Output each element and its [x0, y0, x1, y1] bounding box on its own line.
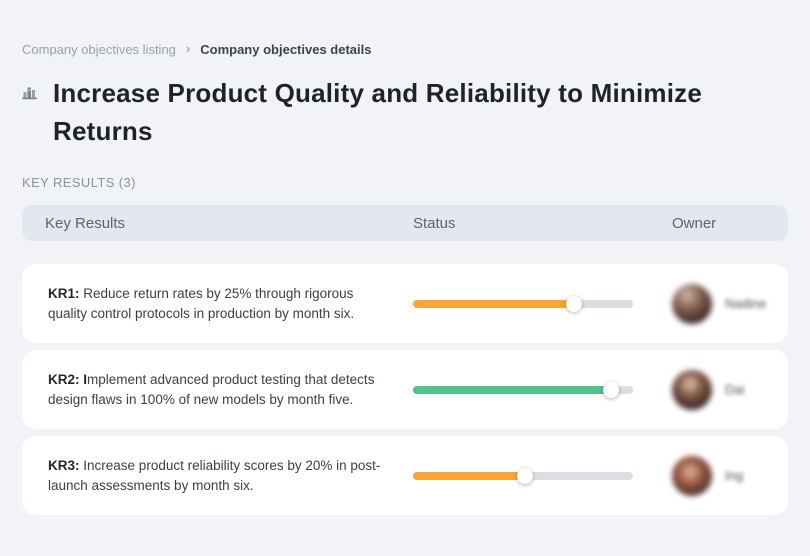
status-cell — [413, 381, 672, 398]
owner-avatar — [672, 369, 712, 410]
key-results-list: KR1: Reduce return rates by 25% through … — [22, 264, 788, 515]
progress-slider[interactable] — [413, 381, 633, 398]
owner-avatar — [672, 283, 712, 324]
key-result-text: KR1: Reduce return rates by 25% through … — [48, 285, 355, 321]
owner-cell: Nadine — [672, 283, 788, 324]
progress-fill — [413, 299, 574, 308]
status-cell — [413, 295, 672, 312]
owner-name: Nadine — [725, 296, 767, 311]
slider-knob[interactable] — [603, 381, 619, 398]
owner-name: Ing — [725, 468, 744, 483]
key-result-text: KR3: Increase product reliability scores… — [48, 457, 381, 493]
progress-slider[interactable] — [413, 295, 633, 312]
breadcrumb: Company objectives listing › Company obj… — [22, 41, 788, 57]
key-result-text: KR2: Implement advanced product testing … — [48, 371, 375, 407]
progress-slider[interactable] — [413, 467, 633, 484]
key-results-section-label: KEY RESULTS (3) — [22, 175, 136, 190]
column-header-key-results: Key Results — [45, 214, 126, 232]
progress-fill — [413, 385, 611, 394]
page-title: Increase Product Quality and Reliability… — [53, 78, 702, 146]
owner-cell: Ing — [672, 455, 788, 496]
bar-chart-buildings-icon — [22, 84, 39, 106]
key-result-row-kr2[interactable]: KR2: Implement advanced product testing … — [22, 350, 788, 429]
column-header-status: Status — [413, 214, 456, 232]
objective-title-row: Increase Product Quality and Reliability… — [22, 74, 788, 150]
objective-details-page: Company objectives listing › Company obj… — [0, 41, 810, 515]
breadcrumb-company-objectives-details: Company objectives details — [200, 42, 372, 57]
table-header: Key Results Status Owner — [22, 205, 788, 241]
progress-fill — [413, 471, 526, 480]
key-result-row-kr3[interactable]: KR3: Increase product reliability scores… — [22, 436, 788, 515]
owner-cell: Dai — [672, 369, 788, 410]
key-result-row-kr1[interactable]: KR1: Reduce return rates by 25% through … — [22, 264, 788, 343]
column-header-owner: Owner — [672, 214, 717, 232]
breadcrumb-company-objectives-listing[interactable]: Company objectives listing — [22, 42, 176, 57]
chevron-right-icon: › — [185, 41, 191, 56]
status-cell — [413, 467, 672, 484]
owner-avatar — [672, 455, 712, 496]
owner-name: Dai — [725, 382, 745, 397]
slider-knob[interactable] — [517, 467, 534, 484]
slider-knob[interactable] — [565, 295, 582, 312]
